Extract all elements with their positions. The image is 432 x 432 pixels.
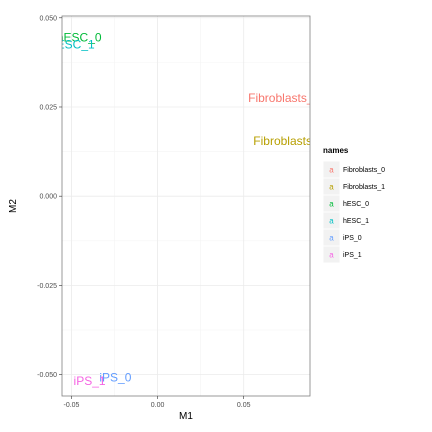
x-axis-title: M1 [179, 411, 193, 422]
legend-key-glyph: a [329, 217, 334, 226]
legend-title: names [323, 146, 349, 155]
y-tick-label: 0.050 [39, 15, 57, 22]
plot-panel [62, 16, 310, 396]
y-tick-label: -0.025 [37, 283, 57, 290]
legend: names a Fibroblasts_0a Fibroblasts_1a hESC_… [322, 146, 385, 264]
x-axis: -0.05 0.00 0.05 [63, 396, 251, 409]
legend-key-glyph: a [329, 200, 334, 209]
point-label: hESC_1 [50, 38, 95, 52]
legend-label: hESC_0 [343, 201, 369, 208]
y-tick-label: -0.050 [37, 372, 57, 379]
point-label: hESC_0 [57, 30, 102, 44]
legend-key-glyph: a [329, 166, 334, 175]
point-label: Fibroblasts_1 [253, 134, 325, 148]
x-tick-label: 0.05 [237, 402, 251, 409]
y-axis: -0.050 -0.025 0.000 0.025 0.050 [37, 15, 62, 379]
y-tick-label: 0.025 [39, 104, 57, 111]
point-label: iPS_1 [74, 374, 106, 388]
x-tick-label: -0.05 [63, 402, 79, 409]
point-label: iPS_0 [99, 370, 131, 384]
legend-label: iPS_1 [343, 252, 362, 259]
point-label: Fibroblasts_0 [248, 91, 320, 105]
x-tick-label: 0.00 [151, 402, 165, 409]
legend-label: iPS_0 [343, 235, 362, 242]
legend-key-glyph: a [329, 183, 334, 192]
legend-label: hESC_1 [343, 218, 369, 225]
legend-key [322, 245, 341, 264]
grid-lines [62, 16, 310, 396]
legend-key-glyph: a [329, 234, 334, 243]
legend-label: Fibroblasts_0 [343, 167, 385, 174]
legend-key-glyph: a [329, 251, 334, 260]
y-tick-label: 0.000 [39, 194, 57, 201]
legend-label: Fibroblasts_1 [343, 184, 385, 191]
plot-border [61, 15, 311, 397]
y-axis-title: M2 [8, 199, 19, 213]
